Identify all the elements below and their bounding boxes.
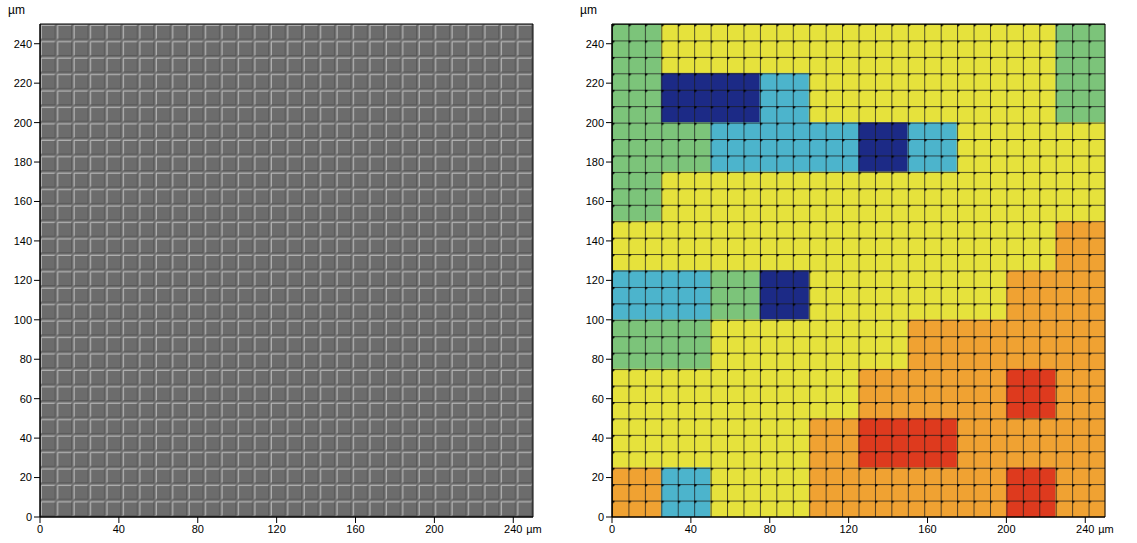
svg-text:40: 40 bbox=[592, 432, 604, 444]
svg-text:240: 240 bbox=[1076, 523, 1094, 535]
svg-text:240: 240 bbox=[14, 38, 32, 50]
svg-text:200: 200 bbox=[425, 523, 443, 535]
svg-text:120: 120 bbox=[586, 274, 604, 286]
svg-text:60: 60 bbox=[20, 393, 32, 405]
svg-text:20: 20 bbox=[592, 471, 604, 483]
html-text:µm: µm bbox=[8, 3, 25, 17]
svg-text:220: 220 bbox=[586, 77, 604, 89]
svg-text:140: 140 bbox=[14, 235, 32, 247]
svg-text:0: 0 bbox=[26, 511, 32, 523]
svg-text:200: 200 bbox=[586, 117, 604, 129]
html-text:µm: µm bbox=[580, 3, 597, 17]
svg-text:180: 180 bbox=[14, 156, 32, 168]
svg-text:240: 240 bbox=[504, 523, 522, 535]
svg-text:80: 80 bbox=[764, 523, 776, 535]
svg-text:120: 120 bbox=[839, 523, 857, 535]
svg-text:40: 40 bbox=[113, 523, 125, 535]
svg-text:160: 160 bbox=[14, 195, 32, 207]
svg-text:160: 160 bbox=[586, 195, 604, 207]
html-text:µm: µm bbox=[1098, 523, 1114, 535]
svg-text:40: 40 bbox=[685, 523, 697, 535]
svg-text:160: 160 bbox=[918, 523, 936, 535]
svg-text:0: 0 bbox=[598, 511, 604, 523]
svg-text:200: 200 bbox=[14, 117, 32, 129]
svg-text:80: 80 bbox=[592, 353, 604, 365]
svg-text:180: 180 bbox=[586, 156, 604, 168]
svg-text:100: 100 bbox=[586, 314, 604, 326]
svg-text:120: 120 bbox=[267, 523, 285, 535]
svg-text:20: 20 bbox=[20, 471, 32, 483]
svg-text:240: 240 bbox=[586, 38, 604, 50]
svg-text:140: 140 bbox=[586, 235, 604, 247]
svg-text:80: 80 bbox=[20, 353, 32, 365]
svg-text:80: 80 bbox=[192, 523, 204, 535]
svg-text:100: 100 bbox=[14, 314, 32, 326]
svg-text:0: 0 bbox=[37, 523, 43, 535]
svg-text:120: 120 bbox=[14, 274, 32, 286]
svg-text:60: 60 bbox=[592, 393, 604, 405]
svg-text:220: 220 bbox=[14, 77, 32, 89]
svg-text:0: 0 bbox=[609, 523, 615, 535]
svg-text:40: 40 bbox=[20, 432, 32, 444]
svg-text:160: 160 bbox=[346, 523, 364, 535]
html-text:µm: µm bbox=[526, 523, 542, 535]
svg-text:200: 200 bbox=[997, 523, 1015, 535]
